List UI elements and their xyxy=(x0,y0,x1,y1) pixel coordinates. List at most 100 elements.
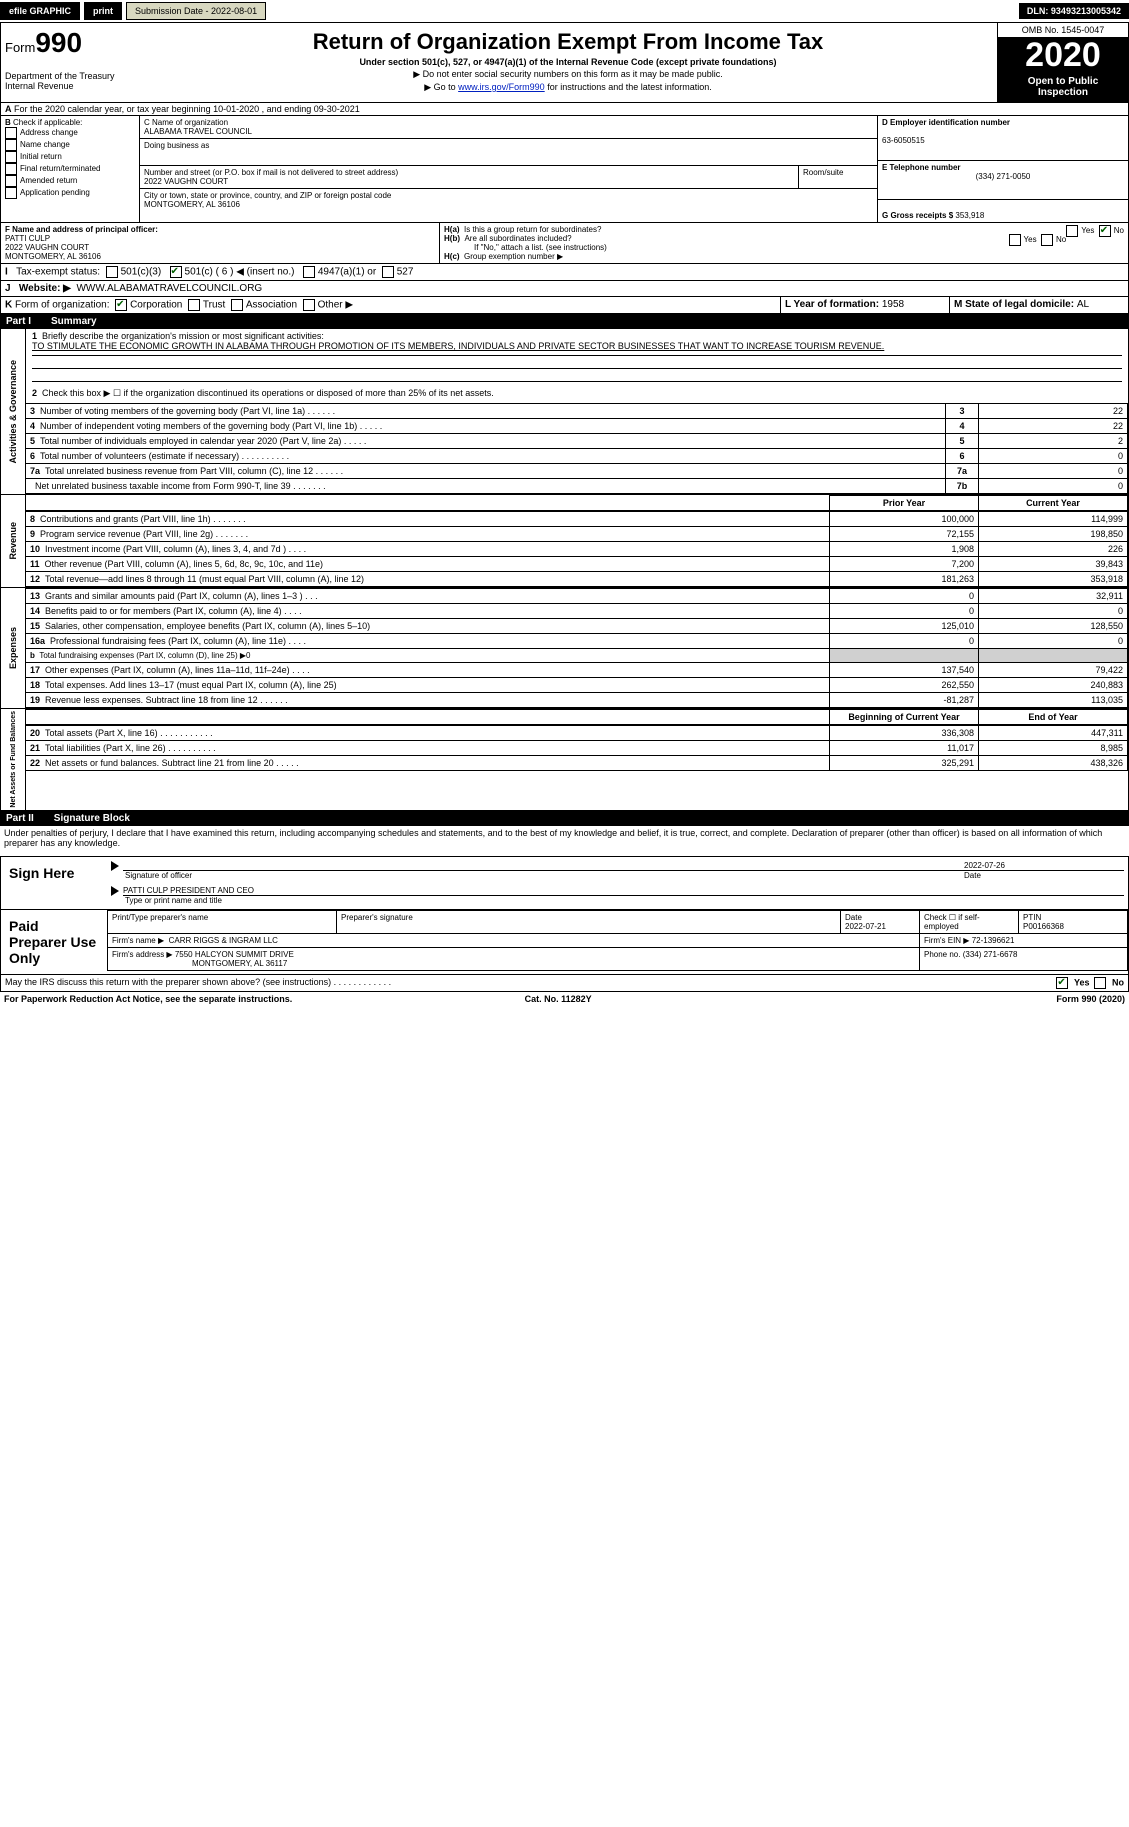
part2-header: Part IISignature Block xyxy=(0,811,1129,826)
gross-receipts: 353,918 xyxy=(955,211,984,220)
prior-year-hdr: Prior Year xyxy=(830,496,979,511)
org-name-label: C Name of organization xyxy=(144,118,228,127)
group-return-label: Is this a group return for subordinates? xyxy=(464,225,601,234)
firm-addr2: MONTGOMERY, AL 36117 xyxy=(112,959,287,968)
print-btn[interactable]: print xyxy=(84,2,122,20)
arrow-icon xyxy=(111,886,119,896)
corp-checkbox[interactable] xyxy=(115,299,127,311)
hb-yes-checkbox[interactable] xyxy=(1009,234,1021,246)
mission-text: TO STIMULATE THE ECONOMIC GROWTH IN ALAB… xyxy=(32,341,884,351)
part1-header: Part ISummary xyxy=(0,314,1129,329)
city-label: City or town, state or province, country… xyxy=(144,191,391,200)
gross-receipts-label: G Gross receipts $ xyxy=(882,211,955,220)
street-address: 2022 VAUGHN COURT xyxy=(144,177,228,186)
end-year-hdr: End of Year xyxy=(979,710,1128,725)
tax-year: 2020 xyxy=(998,38,1128,72)
signature-block: Sign Here 2022-07-26 Signature of office… xyxy=(0,856,1129,992)
officer-block: F Name and address of principal officer:… xyxy=(0,223,1129,264)
firm-addr1: 7550 HALCYON SUMMIT DRIVE xyxy=(175,950,294,959)
officer-label: F Name and address of principal officer: xyxy=(5,225,158,234)
firm-ein: 72-1396621 xyxy=(972,936,1015,945)
discontinued-check: Check this box ▶ ☐ if the organization d… xyxy=(42,388,494,398)
trust-checkbox[interactable] xyxy=(188,299,200,311)
group-exemption-label: Group exemption number ▶ xyxy=(464,252,563,261)
self-employed-check: Check ☐ if self-employed xyxy=(920,910,1019,933)
boxb-checkbox[interactable] xyxy=(5,187,17,199)
firm-phone: (334) 271-6678 xyxy=(963,950,1018,959)
dln: DLN: 93493213005342 xyxy=(1019,3,1129,19)
submission-date: Submission Date - 2022-08-01 xyxy=(126,2,266,20)
period-line: A For the 2020 calendar year, or tax yea… xyxy=(0,103,1129,116)
prep-date: 2022-07-21 xyxy=(845,922,886,931)
officer-sig-date: 2022-07-26 xyxy=(956,861,1124,871)
page-footer: For Paperwork Reduction Act Notice, see … xyxy=(0,992,1129,1006)
prep-name-label: Print/Type preparer's name xyxy=(108,910,337,933)
side-expenses: Expenses xyxy=(1,588,26,708)
paid-preparer-label: Paid Preparer Use Only xyxy=(1,910,107,974)
501c3-checkbox[interactable] xyxy=(106,266,118,278)
527-checkbox[interactable] xyxy=(382,266,394,278)
open-inspection: Open to Public Inspection xyxy=(998,72,1128,102)
identity-block: B Check if applicable: Address changeNam… xyxy=(0,116,1129,223)
form-subtitle: Under section 501(c), 527, or 4947(a)(1)… xyxy=(143,57,993,67)
officer-name-title: PATTI CULP PRESIDENT AND CEO xyxy=(123,886,1124,896)
cat-no: Cat. No. 11282Y xyxy=(525,994,592,1004)
officer-addr2: MONTGOMERY, AL 36106 xyxy=(5,252,435,261)
governance-table: 3 Number of voting members of the govern… xyxy=(26,403,1128,494)
ssn-note: ▶ Do not enter social security numbers o… xyxy=(143,69,993,80)
city-state-zip: MONTGOMERY, AL 36106 xyxy=(144,200,240,209)
sig-officer-label: Signature of officer xyxy=(125,871,964,880)
efile-graphic-btn[interactable]: efile GRAPHIC xyxy=(0,2,80,20)
ha-no-checkbox[interactable] xyxy=(1099,225,1111,237)
irs-link[interactable]: www.irs.gov/Form990 xyxy=(458,82,545,92)
discuss-no-checkbox[interactable] xyxy=(1094,977,1106,989)
hb-no-checkbox[interactable] xyxy=(1041,234,1053,246)
perjury-declaration: Under penalties of perjury, I declare th… xyxy=(0,826,1129,850)
4947-checkbox[interactable] xyxy=(303,266,315,278)
assoc-checkbox[interactable] xyxy=(231,299,243,311)
boxb-checkbox[interactable] xyxy=(5,139,17,151)
type-name-label: Type or print name and title xyxy=(111,896,1124,905)
date-label: Date xyxy=(964,871,1124,880)
domicile-label: M State of legal domicile: xyxy=(954,299,1077,310)
boxb-checkbox[interactable] xyxy=(5,175,17,187)
discuss-yes-checkbox[interactable] xyxy=(1056,977,1068,989)
boxb-checkbox[interactable] xyxy=(5,163,17,175)
501c-checkbox[interactable] xyxy=(170,266,182,278)
dba-label: Doing business as xyxy=(144,141,209,150)
pra-notice: For Paperwork Reduction Act Notice, see … xyxy=(4,994,292,1004)
website: WWW.ALABAMATRAVELCOUNCIL.ORG xyxy=(76,283,262,294)
side-netassets: Net Assets or Fund Balances xyxy=(1,709,26,810)
box-b-title: Check if applicable: xyxy=(13,118,82,127)
current-year-hdr: Current Year xyxy=(979,496,1128,511)
form-title: Return of Organization Exempt From Incom… xyxy=(143,29,993,55)
boxb-checkbox[interactable] xyxy=(5,127,17,139)
tax-status-label: Tax-exempt status: xyxy=(16,267,100,278)
expenses-table: 13 Grants and similar amounts paid (Part… xyxy=(26,588,1128,708)
dept-label: Department of the TreasuryInternal Reven… xyxy=(5,71,135,91)
revenue-table: 8 Contributions and grants (Part VIII, l… xyxy=(26,511,1128,587)
officer-addr1: 2022 VAUGHN COURT xyxy=(5,243,435,252)
domicile: AL xyxy=(1077,299,1089,310)
room-label: Room/suite xyxy=(803,168,843,177)
goto-note: ▶ Go to www.irs.gov/Form990 for instruct… xyxy=(143,82,993,93)
prep-sig-label: Preparer's signature xyxy=(337,910,841,933)
side-revenue: Revenue xyxy=(1,495,26,587)
ha-yes-checkbox[interactable] xyxy=(1066,225,1078,237)
ein: 63-6050515 xyxy=(882,136,925,145)
boxb-checkbox[interactable] xyxy=(5,151,17,163)
mission-label: Briefly describe the organization's miss… xyxy=(42,331,324,341)
org-name: ALABAMA TRAVEL COUNCIL xyxy=(144,127,252,136)
discuss-label: May the IRS discuss this return with the… xyxy=(5,977,391,989)
phone: (334) 271-0050 xyxy=(882,172,1124,181)
year-formation: 1958 xyxy=(882,299,904,310)
other-checkbox[interactable] xyxy=(303,299,315,311)
ein-label: D Employer identification number xyxy=(882,118,1010,127)
arrow-icon xyxy=(111,861,119,871)
side-governance: Activities & Governance xyxy=(1,329,26,494)
addr-label: Number and street (or P.O. box if mail i… xyxy=(144,168,398,177)
sign-here-label: Sign Here xyxy=(1,857,107,909)
begin-year-hdr: Beginning of Current Year xyxy=(830,710,979,725)
firm-name: CARR RIGGS & INGRAM LLC xyxy=(169,936,278,945)
netassets-table: 20 Total assets (Part X, line 16) . . . … xyxy=(26,725,1128,771)
